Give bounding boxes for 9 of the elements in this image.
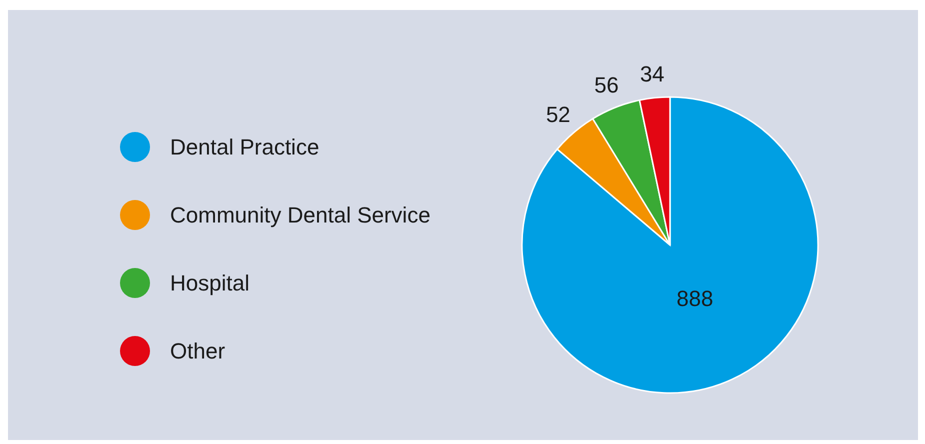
legend-label: Community Dental Service: [170, 202, 430, 228]
legend-label: Hospital: [170, 270, 250, 296]
data-label: 56: [594, 72, 619, 98]
legend-label: Other: [170, 338, 226, 364]
data-label: 34: [640, 61, 664, 86]
data-label: 888: [676, 286, 714, 312]
pie-slice: [522, 96, 819, 394]
legend-label: Dental Practice: [170, 134, 320, 160]
data-label: 52: [546, 102, 570, 127]
